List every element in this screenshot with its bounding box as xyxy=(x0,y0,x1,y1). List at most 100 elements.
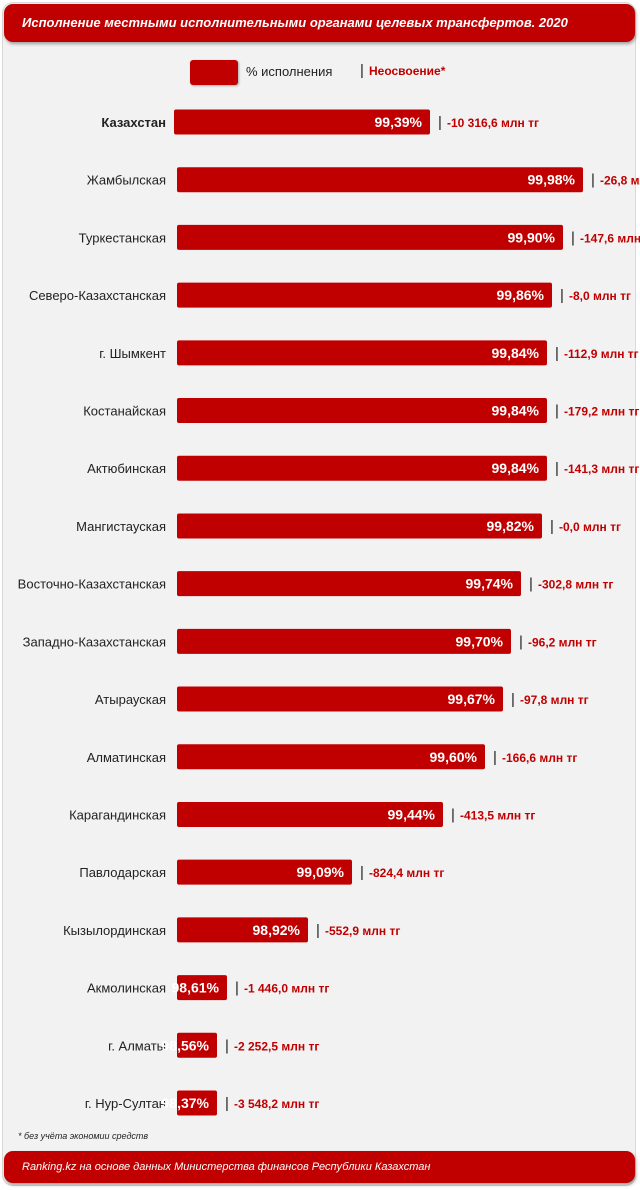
separator: | xyxy=(555,403,559,420)
legend-swatch-execution xyxy=(190,60,238,85)
bar xyxy=(177,801,443,827)
separator: | xyxy=(519,633,523,650)
separator: | xyxy=(555,460,559,477)
bar xyxy=(177,282,552,308)
unspent-label: -179,2 млн тг xyxy=(564,405,639,419)
bar xyxy=(177,975,227,1001)
category-label: Кызылординская xyxy=(63,923,166,938)
value-label: 98,92% xyxy=(253,922,301,938)
value-label: 98,56% xyxy=(162,1037,210,1053)
bar-row-костанайская: Костанайская 99,84% | -179,2 млн тг xyxy=(83,398,639,424)
bar xyxy=(177,398,547,424)
separator: | xyxy=(225,1095,229,1112)
category-label: Туркестанская xyxy=(79,230,166,245)
bar xyxy=(177,167,583,193)
separator: | xyxy=(360,864,364,881)
unspent-label: -97,8 млн тг xyxy=(520,693,589,707)
legend-label-unspent: Неосвоение* xyxy=(369,64,446,78)
category-label: Актюбинская xyxy=(87,461,166,476)
separator: | xyxy=(555,345,559,362)
separator: | xyxy=(571,229,575,246)
category-label: г. Шымкент xyxy=(99,346,166,361)
value-label: 98,37% xyxy=(162,1095,210,1111)
legend-separator: | xyxy=(360,62,364,79)
category-label: Жамбылская xyxy=(87,173,166,188)
bar xyxy=(177,571,521,597)
value-label: 99,70% xyxy=(456,633,504,649)
separator: | xyxy=(511,691,515,708)
unspent-label: -8,0 млн тг xyxy=(569,289,631,303)
unspent-label: -552,9 млн тг xyxy=(325,924,400,938)
source-bar: Ranking.kz на основе данных Министерства… xyxy=(4,1151,635,1183)
separator: | xyxy=(493,749,497,766)
separator: | xyxy=(235,980,239,997)
separator: | xyxy=(451,806,455,823)
unspent-label: -2 252,5 млн тг xyxy=(234,1039,319,1053)
value-label: 99,86% xyxy=(497,287,545,303)
bar-row-восточно-казахстанская: Восточно-Казахстанская 99,74% | -302,8 млн … xyxy=(18,571,613,597)
bar-row-актюбинская: Актюбинская 99,84% | -141,3 млн тг xyxy=(87,455,639,481)
bar-row-северо-казахстанская: Северо-Казахстанская 99,86% | -8,0 млн тг xyxy=(29,282,631,308)
category-label: Алматинская xyxy=(87,750,166,765)
bar xyxy=(177,859,352,885)
bar-row-атырауская: Атырауская 99,67% | -97,8 млн тг xyxy=(95,686,589,712)
legend-label-execution: % исполнения xyxy=(246,64,333,79)
value-label: 99,67% xyxy=(448,691,496,707)
chart-title: Исполнение местными исполнительными орга… xyxy=(22,15,568,30)
category-label: Павлодарская xyxy=(79,865,166,880)
separator: | xyxy=(560,287,564,304)
bar xyxy=(177,513,542,539)
category-label: Костанайская xyxy=(83,404,166,419)
bar-row-жамбылская: Жамбылская 99,98% | -26,8 млн тг xyxy=(87,167,640,193)
category-label: Акмолинская xyxy=(87,981,166,996)
value-label: 99,44% xyxy=(388,806,436,822)
unspent-label: -1 446,0 млн тг xyxy=(244,982,329,996)
category-label: Мангистауская xyxy=(76,519,166,534)
unspent-label: -0,0 млн тг xyxy=(559,520,621,534)
bar xyxy=(177,1090,217,1116)
title-bar: Исполнение местными исполнительными орга… xyxy=(4,4,635,42)
category-label: Западно-Казахстанская xyxy=(23,634,166,649)
bar-row-западно-казахстанская: Западно-Казахстанская 99,70% | -96,2 млн тг xyxy=(23,628,597,654)
separator: | xyxy=(529,576,533,593)
value-label: 99,09% xyxy=(297,864,345,880)
bar-row-акмолинская: Акмолинская 98,61% | -1 446,0 млн тг xyxy=(87,975,329,1001)
category-label: Атырауская xyxy=(95,692,166,707)
bar xyxy=(177,686,503,712)
value-label: 99,84% xyxy=(492,460,540,476)
separator: | xyxy=(591,172,595,189)
value-label: 99,90% xyxy=(508,229,556,245)
bar-row-мангистауская: Мангистауская 99,82% | -0,0 млн тг xyxy=(76,513,621,539)
unspent-label: -302,8 млн тг xyxy=(538,578,613,592)
value-label: 99,60% xyxy=(430,749,478,765)
unspent-label: -824,4 млн тг xyxy=(369,866,444,880)
unspent-label: -3 548,2 млн тг xyxy=(234,1097,319,1111)
unspent-label: -147,6 млн тг xyxy=(580,231,640,245)
bar xyxy=(177,917,308,943)
bar-row-туркестанская: Туркестанская 99,90% | -147,6 млн тг xyxy=(79,224,640,250)
value-label: 99,74% xyxy=(466,576,514,592)
footnote: * без учёта экономии средств xyxy=(18,1131,149,1141)
value-label: 99,82% xyxy=(487,518,535,534)
unspent-label: -413,5 млн тг xyxy=(460,808,535,822)
separator: | xyxy=(550,518,554,535)
value-label: 99,84% xyxy=(492,345,540,361)
value-label: 99,84% xyxy=(492,403,540,419)
bar xyxy=(177,340,547,366)
bar xyxy=(177,1032,217,1058)
bar-row-алматинская: Алматинская 99,60% | -166,6 млн тг xyxy=(87,744,577,770)
unspent-label: -96,2 млн тг xyxy=(528,635,597,649)
unspent-label: -141,3 млн тг xyxy=(564,462,639,476)
bar-row-кызылординская: Кызылординская 98,92% | -552,9 млн тг xyxy=(63,917,400,943)
category-label: Восточно-Казахстанская xyxy=(18,577,166,592)
bar xyxy=(177,224,563,250)
bar xyxy=(177,455,547,481)
unspent-label: -112,9 млн тг xyxy=(564,347,639,361)
separator: | xyxy=(316,922,320,939)
category-label: Северо-Казахстанская xyxy=(29,288,166,303)
category-label: Казахстан xyxy=(101,115,166,130)
source-text: Ranking.kz на основе данных Министерства… xyxy=(22,1161,431,1173)
